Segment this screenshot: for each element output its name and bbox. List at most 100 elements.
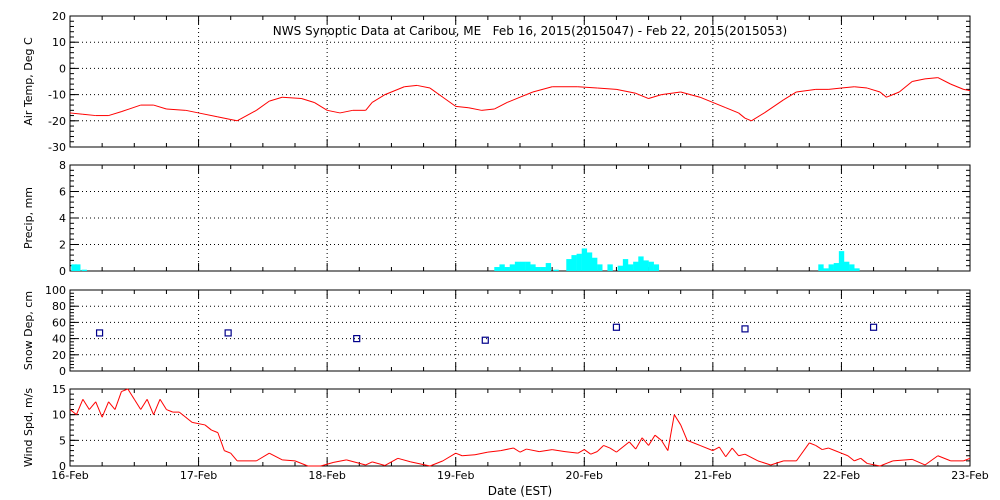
air-temp-line-segment bbox=[648, 94, 662, 100]
precip-bar bbox=[504, 267, 510, 271]
wind-speed-line-segment bbox=[410, 461, 431, 467]
precip-bar bbox=[653, 264, 660, 271]
wind-speed-line-segment bbox=[95, 401, 103, 418]
air-temp-line-segment bbox=[327, 109, 341, 114]
wind-speed-line-segment bbox=[680, 424, 688, 441]
air-temp-line-segment bbox=[494, 102, 508, 110]
air-temp-line-segment bbox=[635, 92, 649, 99]
air-temp-line-segment bbox=[217, 116, 231, 120]
panel-wind-speed: 0 5 10 15 Wind Spd, m/s bbox=[22, 383, 971, 473]
wind-speed-line-segment bbox=[282, 459, 296, 462]
wind-speed-line-segment bbox=[603, 445, 611, 449]
wind-speed-line-segment bbox=[583, 449, 592, 455]
y-tick-label: 6 bbox=[59, 186, 66, 199]
air-temp-line-segment bbox=[577, 86, 598, 89]
precip-bar bbox=[509, 264, 516, 271]
wind-speed-line-segment bbox=[88, 401, 97, 410]
x-tick-label: 16-Feb bbox=[51, 469, 88, 482]
y-tick-label: 2 bbox=[59, 239, 66, 252]
precip-bar bbox=[638, 256, 644, 271]
y-axis-label: Air Temp, Deg C bbox=[22, 37, 35, 126]
x-tick-label: 18-Feb bbox=[308, 469, 345, 482]
precip-bar bbox=[499, 264, 505, 271]
wind-speed-line-segment bbox=[487, 450, 501, 453]
precip-bar bbox=[838, 251, 845, 271]
precip-bar bbox=[628, 264, 634, 271]
precip-bar bbox=[71, 264, 77, 271]
wind-speed-line-segment bbox=[159, 399, 167, 410]
wind-speed-line-segment bbox=[211, 429, 219, 434]
wind-speed-line-segment bbox=[217, 432, 225, 451]
wind-speed-line-segment bbox=[127, 388, 135, 400]
panel-frame bbox=[69, 388, 971, 467]
wind-speed-line-segment bbox=[822, 447, 829, 451]
precip-bar bbox=[520, 261, 526, 271]
wind-speed-line-segment bbox=[121, 388, 129, 393]
wind-speed-line-segment bbox=[673, 414, 682, 426]
air-temp-line-segment bbox=[442, 96, 457, 107]
panel-frame bbox=[69, 289, 971, 372]
air-temp-line-segment bbox=[121, 104, 141, 113]
snow-depth-point bbox=[224, 329, 232, 337]
precip-bar bbox=[592, 257, 598, 271]
wind-speed-line-segment bbox=[384, 457, 399, 466]
precip-bar bbox=[849, 264, 855, 271]
snow-depth-point bbox=[353, 335, 361, 343]
wind-speed-line-segment bbox=[693, 442, 701, 446]
wind-speed-line-segment bbox=[712, 446, 720, 452]
wind-speed-line-segment bbox=[860, 457, 868, 464]
precip-bar bbox=[576, 253, 582, 271]
y-axis-label: Precip, mm bbox=[22, 187, 35, 249]
wind-speed-line-segment bbox=[114, 391, 122, 410]
wind-speed-line-segment bbox=[648, 434, 656, 446]
air-temp-line-segment bbox=[796, 88, 816, 93]
wind-speed-line-segment bbox=[815, 445, 823, 450]
air-temp-line-segment bbox=[384, 86, 405, 96]
air-temp-line-segment bbox=[230, 119, 238, 122]
snow-depth-point bbox=[869, 323, 878, 331]
wind-speed-line-segment bbox=[346, 459, 366, 466]
y-tick-label: -20 bbox=[48, 115, 66, 128]
wind-speed-line-segment bbox=[744, 453, 759, 462]
wind-speed-line-segment bbox=[757, 460, 771, 466]
y-axis-label: Wind Spd, m/s bbox=[22, 388, 35, 468]
air-temp-line-segment bbox=[712, 101, 726, 109]
x-tick-label: 17-Feb bbox=[180, 469, 217, 482]
wind-speed-line-segment bbox=[178, 411, 193, 423]
precip-bar bbox=[617, 265, 624, 271]
precip-bar bbox=[622, 259, 629, 271]
snow-depth-point bbox=[481, 336, 489, 344]
wind-speed-line-segment bbox=[718, 446, 727, 458]
x-tick-label: 21-Feb bbox=[694, 469, 731, 482]
air-temp-line-segment bbox=[680, 91, 701, 98]
air-temp-line-segment bbox=[783, 91, 797, 101]
y-tick-label: 10 bbox=[52, 36, 66, 49]
wind-speed-line-segment bbox=[269, 452, 283, 461]
air-temp-line-segment bbox=[519, 91, 534, 98]
wind-speed-line-segment bbox=[474, 451, 488, 456]
air-temp-line-segment bbox=[886, 91, 900, 98]
precip-bar bbox=[607, 264, 613, 271]
air-temp-line-segment bbox=[597, 87, 617, 90]
x-tick-label: 23-Feb bbox=[951, 469, 988, 482]
wind-speed-line-segment bbox=[513, 447, 521, 453]
air-temp-line-segment bbox=[532, 86, 553, 93]
chart-title: NWS Synoptic Data at Caribou, ME Feb 16,… bbox=[273, 24, 788, 38]
precip-bar bbox=[643, 260, 649, 271]
wind-speed-line-segment bbox=[455, 452, 463, 457]
y-tick-label: 8 bbox=[59, 159, 66, 172]
air-temp-line-segment bbox=[616, 88, 636, 94]
wind-speed-line-segment bbox=[911, 458, 926, 466]
wind-speed-line-segment bbox=[699, 445, 714, 452]
air-temp-line-segment bbox=[371, 94, 386, 103]
air-temp-line-segment bbox=[924, 77, 938, 80]
precip-bar bbox=[530, 264, 536, 271]
y-tick-label: -10 bbox=[48, 89, 66, 102]
air-temp-line-segment bbox=[661, 91, 681, 96]
air-temp-line-segment bbox=[828, 87, 842, 90]
x-tick-label: 19-Feb bbox=[437, 469, 474, 482]
wind-speed-line-segment bbox=[796, 442, 810, 462]
y-axis-label: Snow Dep, cm bbox=[22, 291, 35, 370]
air-temp-line-segment bbox=[166, 108, 186, 111]
